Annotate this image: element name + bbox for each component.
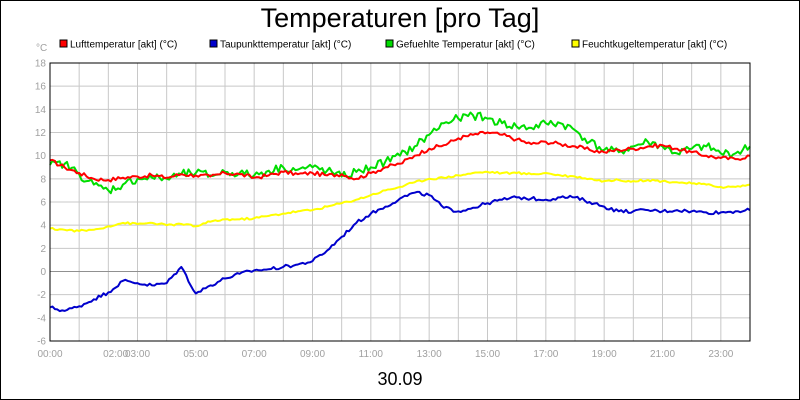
legend-swatch	[209, 39, 218, 48]
y-tick-label: 10	[35, 151, 47, 162]
legend-label: Feuchtkugeltemperatur [akt] (°C)	[582, 40, 727, 51]
x-tick-label: 02:00	[103, 349, 128, 360]
legend: Lufttemperatur [akt] (°C) Taupunkttempera…	[59, 39, 727, 51]
y-tick-label: 6	[40, 198, 46, 209]
y-tick-label: 8	[40, 174, 46, 185]
x-tick-label: 21:00	[650, 349, 675, 360]
x-tick-label: 17:00	[533, 349, 558, 360]
x-tick-label: 09:00	[300, 349, 325, 360]
y-tick-label: 4	[40, 221, 46, 232]
x-tick-label: 03:00	[125, 349, 150, 360]
x-tick-label: 19:00	[592, 349, 617, 360]
series-lines	[49, 111, 751, 313]
grid	[50, 62, 750, 342]
y-tick-label: -4	[37, 313, 46, 324]
x-tick-label: 23:00	[708, 349, 733, 360]
legend-label: Taupunkttemperatur [akt] (°C)	[220, 40, 351, 51]
y-tick-label: 0	[40, 267, 46, 278]
legend-label: Lufttemperatur [akt] (°C)	[70, 40, 177, 51]
legend-label: Gefuehlte Temperatur [akt] (°C)	[396, 40, 535, 51]
x-tick-label: 11:00	[359, 349, 384, 360]
x-tick-label: 07:00	[242, 349, 267, 360]
series-line-4	[49, 170, 751, 233]
x-tick-label: 05:00	[183, 349, 208, 360]
plot-border	[49, 62, 751, 342]
x-tick-label: 00:00	[37, 349, 62, 360]
series-line-2	[49, 190, 751, 313]
y-tick-label: 18	[35, 59, 47, 70]
legend-swatch	[571, 39, 580, 48]
series-line-3	[49, 111, 751, 195]
y-tick-label: 2	[40, 244, 46, 255]
x-tick-label: 15:00	[475, 349, 500, 360]
legend-swatch	[385, 39, 394, 48]
y-tick-label: -2	[37, 290, 46, 301]
y-tick-label: -6	[37, 337, 46, 348]
y-tick-label: 12	[35, 128, 47, 139]
y-tick-label: 14	[35, 105, 47, 116]
legend-swatch	[59, 39, 68, 48]
x-tick-label: 13:00	[417, 349, 442, 360]
chart-title: Temperaturen [pro Tag]	[261, 3, 540, 33]
y-tick-label: 16	[35, 82, 47, 93]
date-label: 30.09	[377, 369, 422, 389]
series-line-1	[49, 130, 751, 183]
y-unit-label: °C	[36, 43, 47, 54]
